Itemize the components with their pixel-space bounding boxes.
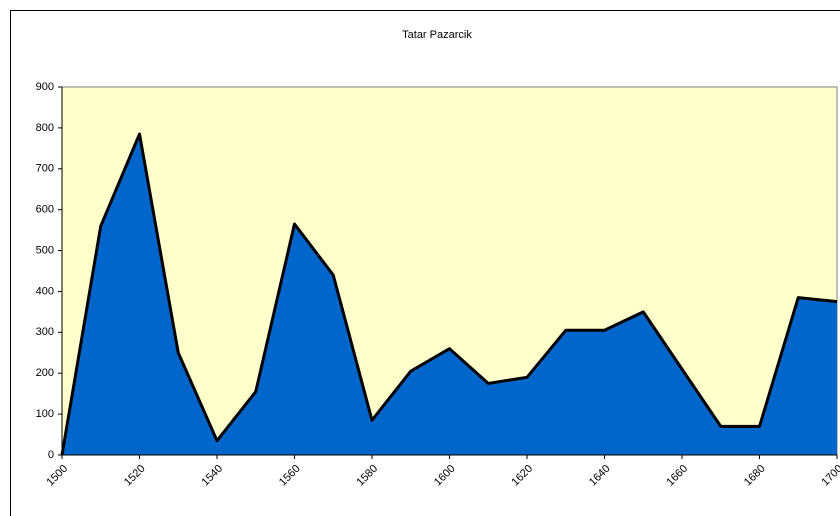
y-tick-label: 500 xyxy=(36,244,54,256)
y-tick-label: 800 xyxy=(36,122,54,134)
y-tick-label: 600 xyxy=(36,204,54,216)
y-tick-label: 900 xyxy=(36,81,54,93)
chart-title: Tatar Pazarcik xyxy=(402,29,472,41)
y-tick-label: 700 xyxy=(36,163,54,175)
area-line xyxy=(60,132,838,456)
area-fill xyxy=(62,134,837,455)
y-tick-label: 400 xyxy=(36,285,54,297)
y-tick-label: 200 xyxy=(36,367,54,379)
y-tick-label: 100 xyxy=(36,408,54,420)
y-tick-label: 0 xyxy=(48,449,54,461)
y-tick-label: 300 xyxy=(36,326,54,338)
